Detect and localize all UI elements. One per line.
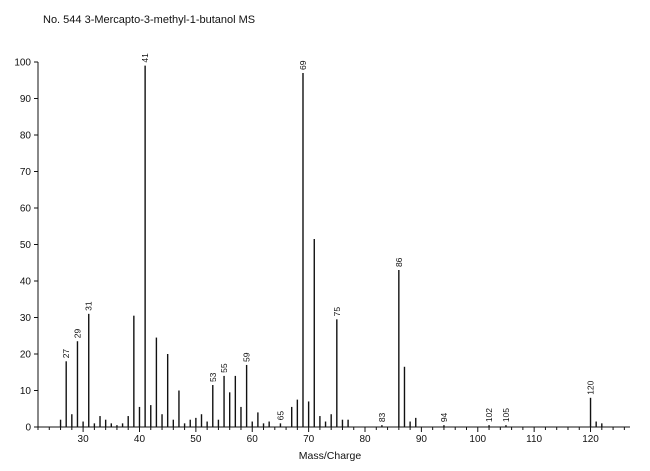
y-axis-ticks: 0 10 20 30 40 50 60 70 80 90 100 (14, 58, 38, 434)
x-tick-label: 50 (190, 434, 202, 445)
y-tick-label: 100 (14, 58, 31, 69)
x-tick-label: 110 (526, 434, 542, 445)
peak-label: 53 (208, 372, 218, 382)
y-tick-label: 20 (20, 350, 32, 361)
x-tick-label: 40 (134, 434, 146, 445)
peak-label: 105 (501, 408, 511, 422)
y-tick-label: 10 (20, 386, 32, 397)
x-tick-label: 120 (582, 434, 599, 445)
spectrum-bars (59, 65, 603, 427)
peak-label: 86 (394, 257, 404, 267)
peak-label: 27 (61, 349, 71, 359)
y-tick-label: 60 (20, 204, 32, 215)
peak-label: 41 (140, 53, 150, 63)
x-tick-label: 60 (247, 434, 259, 445)
y-tick-label: 90 (20, 94, 32, 105)
chart-title: No. 544 3-Mercapto-3-methyl-1-butanol MS (43, 14, 255, 26)
y-tick-label: 30 (20, 313, 32, 324)
y-tick-label: 70 (20, 167, 32, 178)
peak-label: 29 (72, 328, 82, 338)
peak-label: 75 (332, 307, 342, 317)
peak-label: 65 (275, 411, 285, 421)
peak-label: 55 (219, 363, 229, 373)
x-tick-label: 80 (359, 434, 371, 445)
peak-label: 59 (242, 352, 252, 362)
peak-label: 69 (298, 60, 308, 70)
x-axis-ticks: 30 40 50 60 70 80 90 100 110 120 (37, 427, 625, 445)
x-tick-label: 100 (469, 434, 486, 445)
y-tick-label: 0 (25, 423, 31, 434)
peak-label: 31 (84, 301, 94, 311)
x-tick-label: 90 (416, 434, 428, 445)
y-tick-label: 40 (20, 277, 32, 288)
x-tick-label: 70 (303, 434, 315, 445)
x-axis-title: Mass/Charge (299, 450, 362, 462)
x-tick-label: 30 (78, 434, 90, 445)
y-tick-label: 50 (20, 240, 32, 251)
y-tick-label: 80 (20, 131, 32, 142)
peak-label: 83 (377, 412, 387, 422)
peak-label: 94 (439, 412, 449, 422)
peak-label: 102 (484, 408, 494, 422)
peak-label: 120 (586, 380, 596, 394)
